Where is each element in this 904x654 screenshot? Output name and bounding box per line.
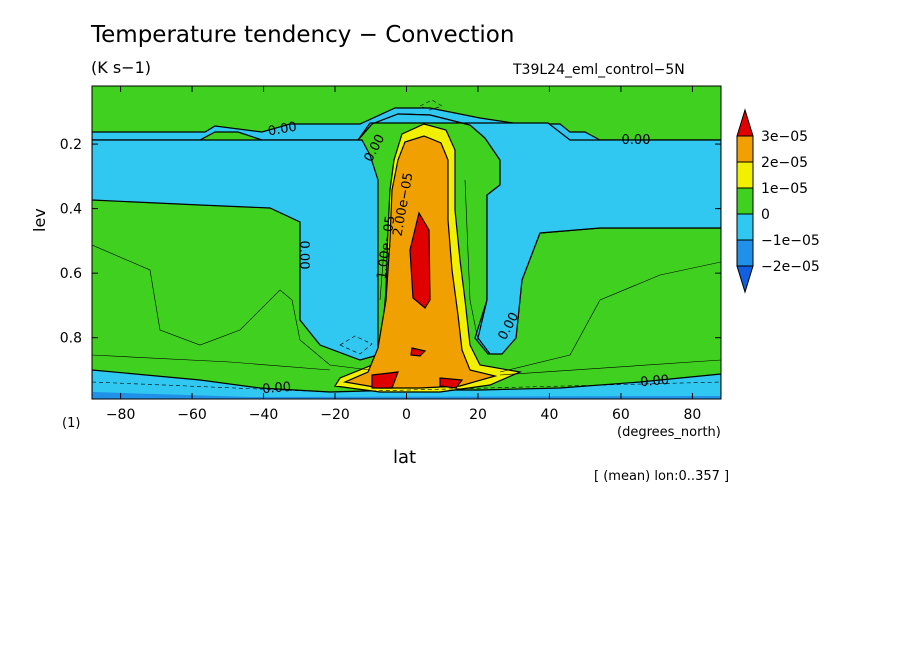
x-axis: −80 −60 −40 −20 0 20 40 60 80 [106,86,701,423]
colorbar-arrow-top [736,108,754,137]
colorbar-segment [736,239,754,267]
x-tick-label: 60 [612,407,630,423]
colorbar-legend: 3e−05 2e−05 1e−05 0 −1e−05 −2e−05 [736,108,820,294]
colorbar-label: −2e−05 [761,259,820,275]
y-tick-label: 0.6 [60,266,82,282]
positive-region-3e5-b [410,347,427,357]
positive-region-3e5-d [439,377,464,389]
x-tick-label: −40 [249,407,279,423]
x-tick-label: 20 [469,407,487,423]
colorbar-label: 3e−05 [761,129,808,145]
negative-region-main [92,113,721,361]
y-axis: 0.2 0.4 0.6 0.8 [60,137,721,347]
x-tick-label: 0 [402,407,411,423]
y-tick-label: 0.4 [60,202,82,218]
x-tick-label: −20 [320,407,350,423]
thin-contour [92,354,331,371]
x-tick-label: 40 [541,407,559,423]
x-axis-label: lat [393,447,417,468]
y-axis-multiplier: (1) [62,416,81,431]
colorbar-label: −1e−05 [761,233,820,249]
thin-contour-dashed [92,381,721,393]
contour-label: 0.00 [622,133,651,148]
contour-label: 0.00 [296,241,311,270]
colorbar-segment [736,187,754,215]
thin-contour-dashed [419,99,443,111]
contour-label: 0.00 [640,373,670,390]
thin-contour [379,249,385,301]
colorbar-segment [736,213,754,241]
thin-contours [92,99,721,393]
thin-contour [499,261,721,373]
thin-contour [92,244,371,371]
colorbar-segment [736,161,754,189]
contour-label: 0.00 [267,120,298,140]
colorbar-arrow-bottom [736,265,754,294]
y-tick-label: 0.2 [60,137,82,153]
contour-label: 0.00 [262,380,292,397]
colorbar-segment [736,135,754,163]
thin-contour [499,359,721,376]
x-tick-label: 80 [683,407,701,423]
run-id: T39L24_eml_control−5N [513,62,685,78]
x-axis-units: (degrees_north) [617,425,721,440]
positive-region-3e5 [409,211,431,309]
negative-region-surface [92,369,721,399]
positive-region-3e5-c [371,371,399,389]
colorbar-label: 1e−05 [761,181,808,197]
thin-contour [464,179,479,341]
averaging-note: [ (mean) lon:0..357 ] [594,469,730,484]
negative-region-surface-2 [92,392,721,399]
plot-area [92,86,721,399]
colorbar-label: 0 [761,207,770,223]
x-tick-label: −60 [177,407,207,423]
thin-contour-dashed [339,335,373,355]
x-tick-label: −80 [106,407,136,423]
chart-title: Temperature tendency − Convection [91,22,515,48]
chart-units: (K s−1) [91,58,151,77]
colorbar-label: 2e−05 [761,155,808,171]
y-tick-label: 0.8 [60,331,82,347]
